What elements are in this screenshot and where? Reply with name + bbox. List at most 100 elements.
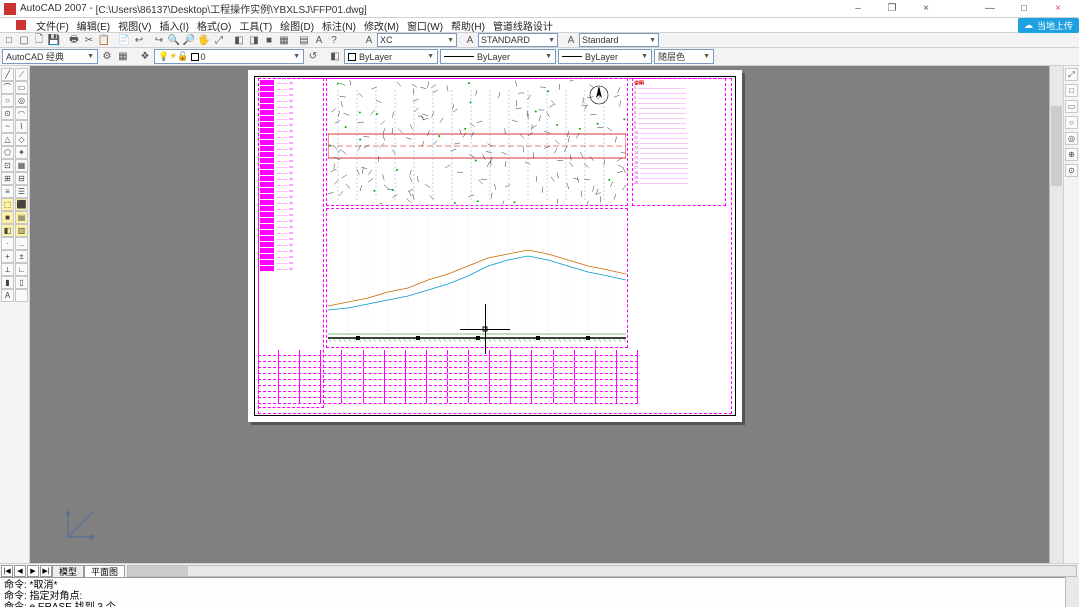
draw-tool-13-0[interactable]: · xyxy=(1,237,14,250)
doc-minimize-button[interactable]: – xyxy=(841,2,875,16)
toolbar-icon-0[interactable]: □ xyxy=(2,33,16,47)
draw-tool-5-1[interactable]: ◇ xyxy=(15,133,28,146)
menu-dim[interactable]: 标注(N) xyxy=(322,18,356,33)
toolbar-icon-5[interactable]: ✂ xyxy=(82,33,96,47)
modify-tool-4[interactable]: ◎ xyxy=(1065,132,1078,145)
draw-tool-10-1[interactable]: ⬛ xyxy=(15,198,28,211)
draw-tool-7-1[interactable]: ▦ xyxy=(15,159,28,172)
dimstyle-combo-icon[interactable]: A xyxy=(564,33,578,47)
tab-nav-next[interactable]: ▶ xyxy=(27,565,39,577)
menu-tools[interactable]: 工具(T) xyxy=(239,18,272,33)
tab-layout[interactable]: 平面图 xyxy=(84,565,125,577)
textstyle-combo-icon[interactable]: A xyxy=(463,33,477,47)
drawing-canvas[interactable]: ——— xx——— xx——— xx——— xx——— xx——— xx——— … xyxy=(30,66,1063,563)
toolbar-icon-1[interactable]: ▢ xyxy=(17,33,31,47)
menu-view[interactable]: 视图(V) xyxy=(118,18,151,33)
draw-tool-15-0[interactable]: ⟂ xyxy=(1,263,14,276)
draw-tool-16-1[interactable]: ▯ xyxy=(15,276,28,289)
linetype-combo[interactable]: ByLayer▼ xyxy=(440,49,556,64)
toolbar-icon-13[interactable]: ⤢ xyxy=(212,33,226,47)
toolbar-icon-7[interactable]: 📄 xyxy=(117,33,131,47)
tab-nav-first[interactable]: |◀ xyxy=(1,565,13,577)
layer-combo[interactable]: 💡 ☀ 🔓 0 ▼ xyxy=(154,49,304,64)
minimize-button[interactable]: — xyxy=(973,2,1007,16)
draw-tool-2-0[interactable]: ○ xyxy=(1,94,14,107)
draw-tool-12-0[interactable]: ◧ xyxy=(1,224,14,237)
toolpalette-icon[interactable]: ▦ xyxy=(116,50,130,64)
command-scrollbar[interactable] xyxy=(1065,577,1079,607)
menu-window[interactable]: 窗口(W) xyxy=(407,18,443,33)
lineweight-combo[interactable]: ByLayer▼ xyxy=(558,49,652,64)
online-upload[interactable]: ☁当地上传 xyxy=(1018,18,1079,32)
draw-tool-9-0[interactable]: ≡ xyxy=(1,185,14,198)
modify-tool-6[interactable]: ⊙ xyxy=(1065,164,1078,177)
doc-close-button[interactable]: × xyxy=(909,2,943,16)
draw-tool-7-0[interactable]: ⊡ xyxy=(1,159,14,172)
draw-tool-11-0[interactable]: ■ xyxy=(1,211,14,224)
tab-model[interactable]: 模型 xyxy=(52,565,84,577)
modify-tool-5[interactable]: ⊕ xyxy=(1065,148,1078,161)
dimstyle-combo[interactable]: Standard▼ xyxy=(579,33,659,47)
doc-restore-button[interactable]: ❐ xyxy=(875,2,909,16)
draw-tool-4-1[interactable]: ⌇ xyxy=(15,120,28,133)
modify-tool-3[interactable]: ○ xyxy=(1065,116,1078,129)
toolbar-icon-2[interactable]: 🗋 xyxy=(32,33,46,47)
toolbar-icon-16[interactable]: ■ xyxy=(262,33,276,47)
draw-tool-11-1[interactable]: ▤ xyxy=(15,211,28,224)
draw-tool-14-0[interactable]: + xyxy=(1,250,14,263)
menu-file[interactable]: 文件(F) xyxy=(36,18,69,33)
draw-tool-1-0[interactable]: ⌒ xyxy=(1,81,14,94)
tab-nav-prev[interactable]: ◀ xyxy=(14,565,26,577)
block-combo-icon[interactable]: A xyxy=(362,33,376,47)
app-menu-icon[interactable] xyxy=(16,20,26,30)
draw-tool-13-1[interactable]: ‥ xyxy=(15,237,28,250)
toolbar-icon-11[interactable]: 🔎 xyxy=(182,33,196,47)
draw-tool-8-0[interactable]: ⊞ xyxy=(1,172,14,185)
toolbar-icon-14[interactable]: ◧ xyxy=(232,33,246,47)
toolbar-icon-19[interactable]: A xyxy=(312,33,326,47)
layer-prev-icon[interactable]: ↺ xyxy=(306,50,320,64)
modify-tool-0[interactable]: ⤢ xyxy=(1065,68,1078,81)
toolbar-icon-17[interactable]: ▦ xyxy=(277,33,291,47)
workspace-settings-icon[interactable]: ⚙ xyxy=(100,50,114,64)
toolbar-icon-6[interactable]: 📋 xyxy=(97,33,111,47)
toolbar-icon-21[interactable] xyxy=(342,33,356,47)
draw-tool-8-1[interactable]: ⊟ xyxy=(15,172,28,185)
draw-tool-17-1[interactable] xyxy=(15,289,28,302)
toolbar-icon-3[interactable]: 💾 xyxy=(47,33,61,47)
workspace-combo[interactable]: AutoCAD 经典▼ xyxy=(2,49,98,64)
block-combo[interactable]: XC▼ xyxy=(377,33,457,47)
tab-nav-last[interactable]: ▶| xyxy=(40,565,52,577)
modify-tool-2[interactable]: ▭ xyxy=(1065,100,1078,113)
draw-tool-4-0[interactable]: ~ xyxy=(1,120,14,133)
plotstyle-combo[interactable]: 随层色▼ xyxy=(654,49,714,64)
draw-tool-0-0[interactable]: ╱ xyxy=(1,68,14,81)
draw-tool-5-0[interactable]: △ xyxy=(1,133,14,146)
toolbar-icon-8[interactable]: ↩ xyxy=(132,33,146,47)
color-combo[interactable]: ByLayer▼ xyxy=(344,49,438,64)
toolbar-icon-9[interactable]: ↪ xyxy=(152,33,166,47)
draw-tool-16-0[interactable]: ▮ xyxy=(1,276,14,289)
horizontal-scrollbar[interactable] xyxy=(127,565,1077,577)
close-button[interactable]: × xyxy=(1041,2,1075,16)
textstyle-combo[interactable]: STANDARD▼ xyxy=(478,33,558,47)
vertical-scrollbar[interactable] xyxy=(1049,66,1063,563)
toolbar-icon-20[interactable]: ? xyxy=(327,33,341,47)
menu-modify[interactable]: 修改(M) xyxy=(364,18,399,33)
layer-props-icon[interactable]: ❖ xyxy=(138,50,152,64)
toolbar-icon-15[interactable]: ◨ xyxy=(247,33,261,47)
modify-tool-1[interactable]: □ xyxy=(1065,84,1078,97)
draw-tool-10-0[interactable]: ⬚ xyxy=(1,198,14,211)
menu-help[interactable]: 帮助(H) xyxy=(451,18,485,33)
draw-tool-1-1[interactable]: ▭ xyxy=(15,81,28,94)
toolbar-icon-10[interactable]: 🔍 xyxy=(167,33,181,47)
draw-tool-3-1[interactable]: ◠ xyxy=(15,107,28,120)
color-icon[interactable]: ◧ xyxy=(328,50,342,64)
draw-tool-14-1[interactable]: ± xyxy=(15,250,28,263)
menu-insert[interactable]: 插入(I) xyxy=(159,18,188,33)
draw-tool-15-1[interactable]: ∟ xyxy=(15,263,28,276)
draw-tool-2-1[interactable]: ◎ xyxy=(15,94,28,107)
draw-tool-6-1[interactable]: ✦ xyxy=(15,146,28,159)
menu-pipeline[interactable]: 管道线路设计 xyxy=(493,18,553,33)
toolbar-icon-12[interactable]: 🖐 xyxy=(197,33,211,47)
